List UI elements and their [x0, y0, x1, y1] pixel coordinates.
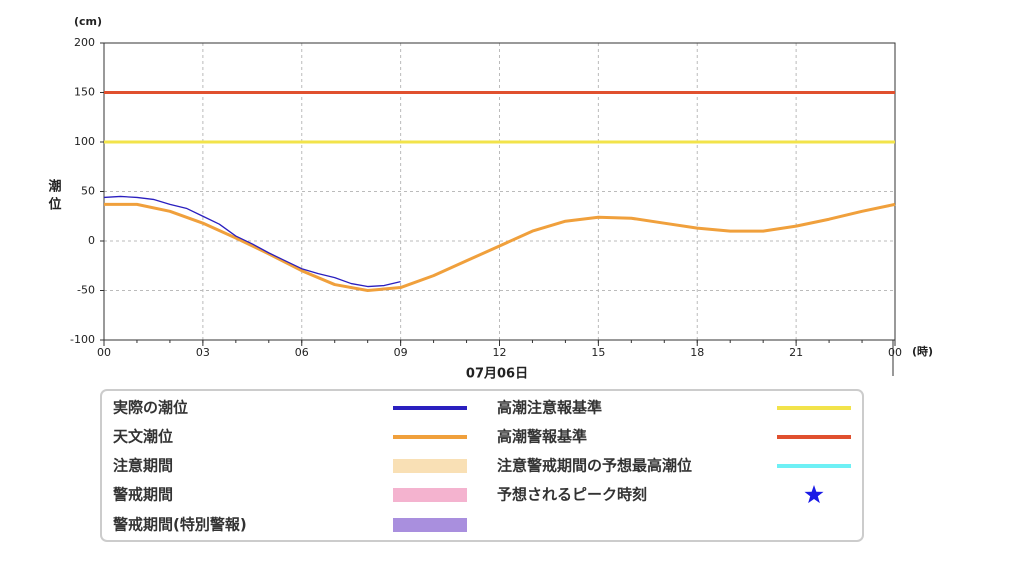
y-title: 位: [48, 197, 61, 213]
legend-label: 予想されるピーク時刻: [497, 486, 647, 504]
legend-label: 実際の潮位: [113, 399, 188, 417]
legend-swatch: [777, 435, 851, 439]
legend-label: 警戒期間: [112, 486, 173, 504]
x-tick-label: 00: [888, 346, 902, 359]
y-tick-label: -100: [70, 333, 95, 346]
x-tick-label: 03: [196, 346, 210, 359]
series-line: [103, 195, 401, 288]
y-tick-label: 0: [88, 234, 95, 247]
legend-label: 注意期間: [113, 457, 173, 475]
legend-swatch: [393, 406, 467, 410]
x-tick-label: 12: [493, 346, 507, 359]
x-tick-label: 06: [295, 346, 309, 359]
y-unit: (cm): [74, 15, 102, 28]
y-tick-label: 200: [74, 36, 95, 49]
legend-label: 高潮警報基準: [497, 428, 587, 446]
x-unit: (時): [912, 344, 933, 358]
x-tick-label: 18: [690, 346, 704, 359]
x-tick-label: 15: [591, 346, 605, 359]
legend-swatch: [804, 485, 824, 504]
legend-swatch: [393, 459, 467, 473]
plot-frame: [103, 42, 896, 341]
legend-label: 注意警戒期間の予想最高潮位: [497, 457, 692, 475]
legend-label: 天文潮位: [113, 428, 173, 446]
y-tick-label: 50: [81, 185, 95, 198]
x-tick-label: 09: [394, 346, 408, 359]
y-tick-label: 150: [74, 86, 95, 99]
date-label: 07月06日: [466, 367, 528, 382]
legend-swatch: [393, 488, 467, 502]
y-tick-label: -50: [77, 284, 95, 297]
x-tick-label: 00: [97, 346, 111, 359]
legend-label: 警戒期間(特別警報): [112, 516, 247, 534]
y-tick-label: 100: [74, 135, 95, 148]
legend-swatch: [393, 518, 467, 532]
y-title: 潮: [48, 179, 61, 195]
legend-box: [100, 389, 864, 542]
legend-swatch: [777, 464, 851, 468]
legend-label: 高潮注意報基準: [497, 399, 602, 417]
legend-swatch: [393, 435, 467, 439]
legend-swatch: [777, 406, 851, 410]
x-tick-label: 21: [789, 346, 803, 359]
series-line: [104, 202, 896, 292]
